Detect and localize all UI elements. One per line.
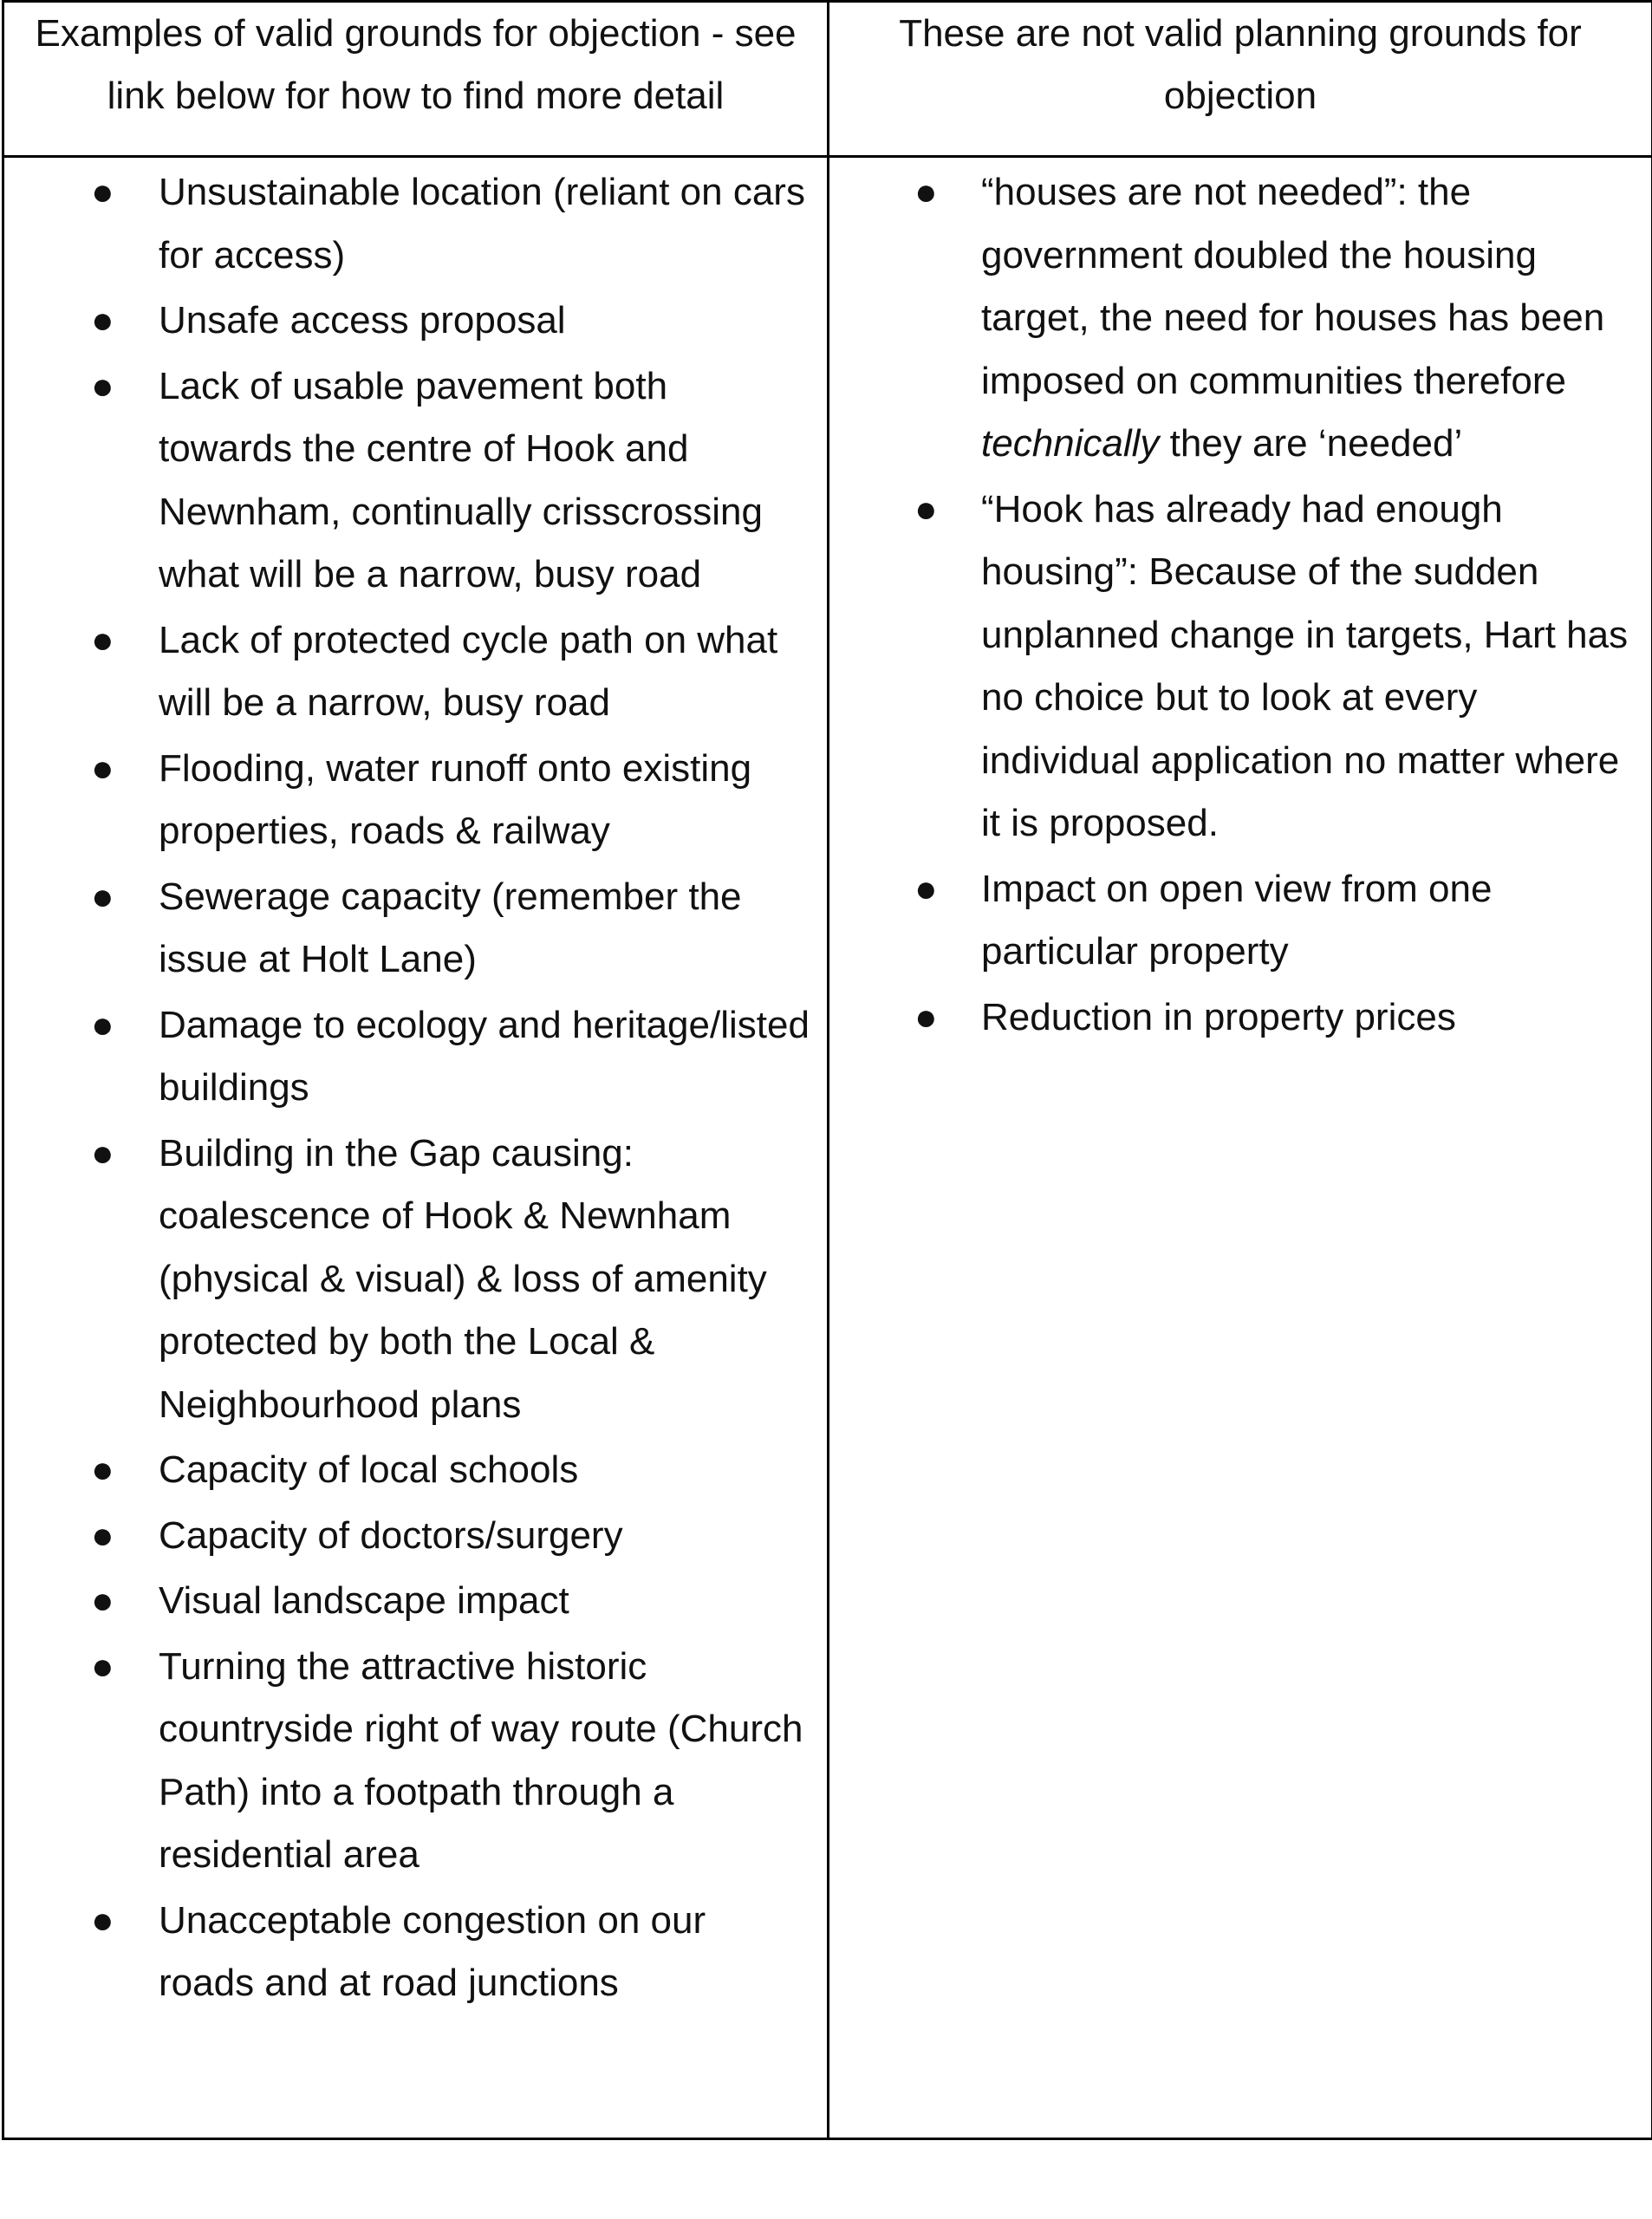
bullet-icon: ● — [91, 364, 114, 407]
body-row: ● Unsustainable location (reliant on cars… — [2, 155, 1652, 2140]
list-item: ● Impact on open view from one particular… — [829, 858, 1634, 984]
bullet-icon: ● — [91, 171, 114, 213]
list-item: ● Reduction in property prices — [829, 986, 1634, 1050]
bullet-icon: ● — [91, 1003, 114, 1046]
list-item: ● Lack of protected cycle path on what wi… — [4, 609, 810, 735]
list-item: ● “houses are not needed”: the government… — [829, 161, 1634, 476]
bullet-icon: ● — [91, 1898, 114, 1942]
list-item: ● Building in the Gap causing: coalescenc… — [4, 1123, 810, 1437]
bullet-icon: ● — [91, 746, 114, 790]
list-item: ● Capacity of local schools — [4, 1439, 810, 1502]
header-row: Examples of valid grounds for objection … — [2, 0, 1652, 158]
bullet-icon: ● — [914, 487, 938, 530]
list-item: ● Unsustainable location (reliant on cars… — [4, 161, 810, 287]
bullet-icon: ● — [914, 867, 938, 910]
bullet-icon: ● — [91, 1513, 114, 1557]
list-item: ● Visual landscape impact — [4, 1570, 810, 1633]
header-valid-grounds: Examples of valid grounds for objection … — [2, 0, 829, 158]
bullet-icon: ● — [91, 1448, 114, 1491]
list-item: ● Turning the attractive historic country… — [4, 1636, 810, 1887]
bullet-icon: ● — [91, 1644, 114, 1688]
list-item: ● “Hook has already had enough housing”: … — [829, 478, 1634, 856]
valid-grounds-list: ● Unsustainable location (reliant on cars… — [4, 161, 810, 2015]
bullet-icon: ● — [91, 618, 114, 661]
list-item: ● Unacceptable congestion on our roads an… — [4, 1890, 810, 2015]
list-item: ● Lack of usable pavement both towards th… — [4, 355, 810, 607]
bullet-icon: ● — [914, 171, 938, 213]
list-item: ● Capacity of doctors/surgery — [4, 1505, 810, 1568]
list-item: ● Sewerage capacity (remember the issue a… — [4, 866, 810, 992]
list-item: ● Flooding, water runoff onto existing pr… — [4, 738, 810, 863]
list-item: ● Unsafe access proposal — [4, 290, 810, 353]
bullet-icon: ● — [91, 299, 114, 342]
invalid-grounds-list: ● “houses are not needed”: the government… — [829, 161, 1634, 1049]
list-item: ● Damage to ecology and heritage/listed b… — [4, 994, 810, 1120]
bullet-icon: ● — [914, 995, 938, 1038]
valid-grounds-cell: ● Unsustainable location (reliant on cars… — [2, 155, 829, 2140]
bullet-icon: ● — [91, 1131, 114, 1175]
objection-grounds-table: Examples of valid grounds for objection … — [2, 0, 1652, 2140]
bullet-icon: ● — [91, 1579, 114, 1622]
bullet-icon: ● — [91, 875, 114, 918]
invalid-grounds-cell: ● “houses are not needed”: the government… — [827, 155, 1652, 2140]
header-invalid-grounds: These are not valid planning grounds for… — [827, 0, 1652, 158]
